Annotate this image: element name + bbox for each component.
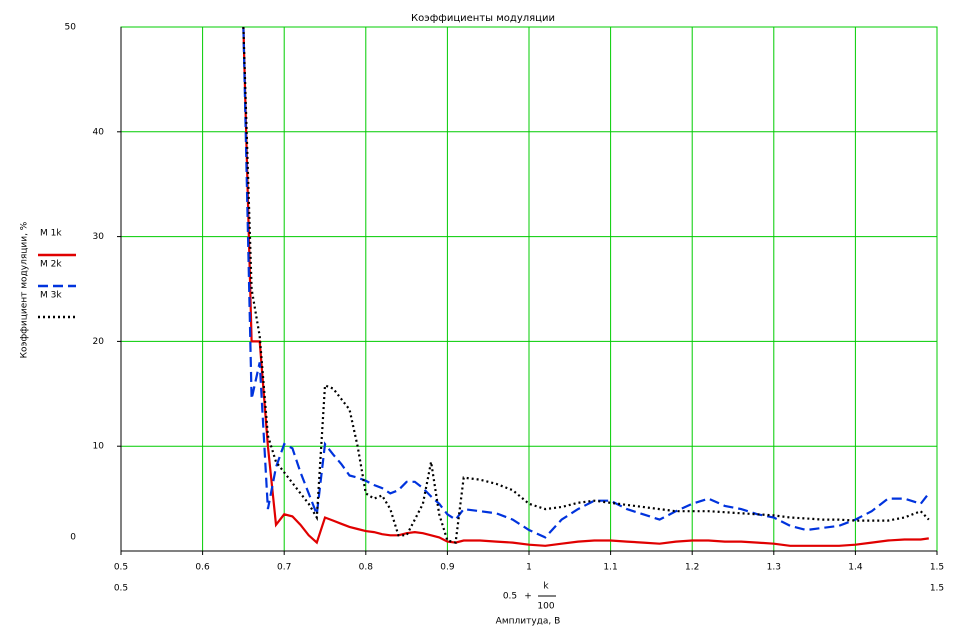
x-tick-label: 0.5 [114, 563, 128, 573]
y-tick-label: 20 [93, 337, 105, 347]
y-axis-label: Коэффициент модуляции, % [20, 221, 30, 358]
x-axis-label: Амплитуда, В [496, 617, 561, 627]
x-tick-label: 0.9 [440, 563, 455, 573]
series-line [242, 26, 929, 547]
series-line [242, 26, 930, 539]
expr-operator: + [524, 592, 532, 602]
x-tick-label: 1 [526, 563, 532, 573]
expr-numerator: k [543, 582, 549, 592]
legend-label: M 3k [40, 291, 62, 301]
y-tick-label: 40 [93, 127, 105, 137]
series-line [242, 26, 930, 544]
y-limit-label: 0 [70, 533, 76, 543]
x-expression: 0.5 + k 100 [503, 582, 556, 612]
legend-label: M 1k [40, 229, 62, 239]
chart-title: Коэффициенты модуляции [411, 13, 555, 24]
expr-denominator: 100 [537, 602, 554, 612]
x-tick-label: 0.7 [277, 563, 291, 573]
x-tick-label: 1.4 [848, 563, 863, 573]
x-tick-label: 1.1 [603, 563, 617, 573]
legend-label: M 2k [40, 260, 62, 270]
x-tick-label: 1.3 [767, 563, 781, 573]
x-limit-label: 1.5 [930, 584, 944, 594]
y-limit-label: 50 [65, 23, 77, 33]
x-tick-label: 1.2 [685, 563, 699, 573]
expr-left: 0.5 [503, 592, 517, 602]
y-tick-label: 30 [93, 232, 105, 242]
x-tick-label: 1.5 [930, 563, 944, 573]
x-tick-label: 0.8 [359, 563, 374, 573]
y-tick-label: 10 [93, 442, 105, 452]
x-tick-label: 0.6 [195, 563, 210, 573]
x-limit-label: 0.5 [114, 584, 128, 594]
